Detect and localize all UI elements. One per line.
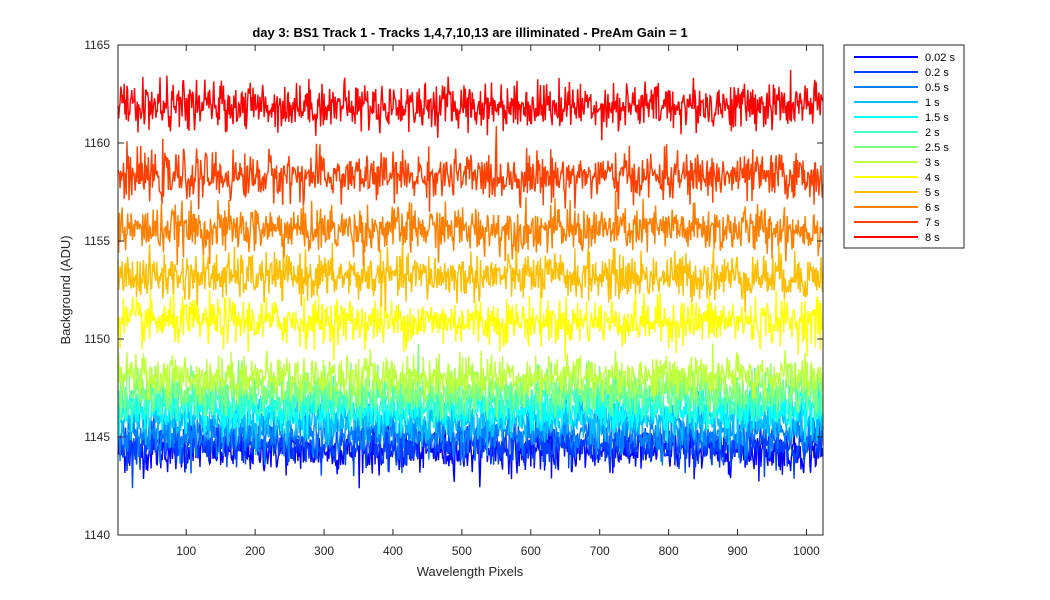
series-group bbox=[117, 70, 824, 489]
legend-label: 4 s bbox=[925, 172, 940, 184]
series-line bbox=[117, 70, 824, 141]
y-tick-label: 1150 bbox=[84, 332, 110, 346]
series-line bbox=[117, 125, 824, 212]
y-tick-label: 1145 bbox=[84, 430, 110, 444]
legend-label: 5 s bbox=[925, 187, 940, 199]
x-tick-label: 400 bbox=[383, 544, 403, 558]
x-tick-label: 900 bbox=[728, 544, 748, 558]
x-tick-label: 600 bbox=[521, 544, 541, 558]
x-axis-title: Wavelength Pixels bbox=[417, 564, 524, 579]
legend-label: 2 s bbox=[925, 127, 940, 139]
plot-frame bbox=[117, 44, 824, 536]
x-tick-label: 800 bbox=[659, 544, 679, 558]
y-tick-label: 1165 bbox=[84, 38, 110, 52]
series-line bbox=[117, 364, 824, 434]
x-tick-label: 700 bbox=[590, 544, 610, 558]
legend-label: 7 s bbox=[925, 217, 940, 229]
y-axis-title: Background (ADU) bbox=[58, 235, 73, 344]
chart-title: day 3: BS1 Track 1 - Tracks 1,4,7,10,13 … bbox=[252, 25, 687, 40]
legend-label: 3 s bbox=[925, 157, 940, 169]
series-line bbox=[117, 190, 824, 266]
x-tick-label: 500 bbox=[452, 544, 472, 558]
x-tick-label: 200 bbox=[245, 544, 265, 558]
x-axis: 100 200 300 400 500 600 700 800 900 1000 bbox=[176, 45, 820, 558]
y-tick-label: 1160 bbox=[84, 136, 110, 150]
plot-area bbox=[118, 45, 823, 535]
legend: 0.02 s 0.2 s 0.5 s 1 s 1.5 s 2 s 2.5 s 3 s 4 s 5 … bbox=[843, 44, 965, 249]
legend-label: 1.5 s bbox=[925, 112, 949, 124]
legend-label: 0.02 s bbox=[925, 52, 955, 64]
x-tick-label: 1000 bbox=[793, 544, 820, 558]
legend-label: 8 s bbox=[925, 232, 940, 244]
legend-label: 2.5 s bbox=[925, 142, 949, 154]
legend-label: 0.5 s bbox=[925, 82, 949, 94]
x-tick-label: 100 bbox=[176, 544, 196, 558]
y-tick-label: 1155 bbox=[84, 234, 110, 248]
legend-label: 1 s bbox=[925, 97, 940, 109]
y-tick-label: 1140 bbox=[84, 528, 110, 542]
series-line bbox=[117, 343, 824, 408]
series-line bbox=[117, 287, 824, 362]
legend-label: 0.2 s bbox=[925, 67, 949, 79]
x-tick-label: 300 bbox=[314, 544, 334, 558]
y-axis: 1140 1145 1150 1155 1160 1165 bbox=[84, 38, 823, 542]
series-line bbox=[117, 388, 824, 456]
series-line bbox=[117, 234, 824, 313]
legend-label: 6 s bbox=[925, 202, 940, 214]
